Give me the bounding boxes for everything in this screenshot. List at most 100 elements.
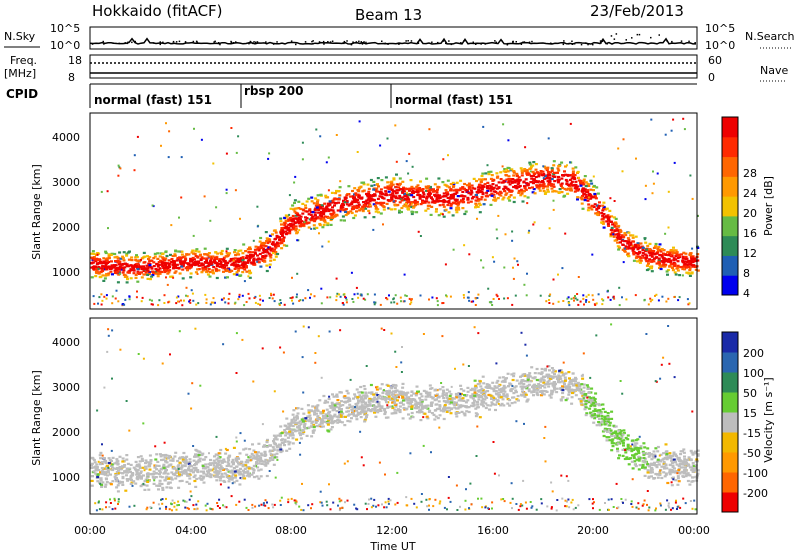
velocity-cell xyxy=(649,463,653,466)
power-cell xyxy=(577,188,580,191)
velocity-cell xyxy=(670,484,674,487)
velocity-cell xyxy=(250,473,254,476)
power-cell xyxy=(187,253,191,256)
power-cell xyxy=(525,169,529,172)
power-cell xyxy=(608,220,612,223)
velocity-cell xyxy=(610,417,614,420)
velocity-cell xyxy=(318,424,322,428)
velocity-cell xyxy=(305,434,309,437)
power-cell xyxy=(374,210,378,213)
nsearch-dot xyxy=(249,41,252,43)
power-cell xyxy=(512,170,516,173)
velocity-cell xyxy=(291,442,295,445)
power-cell xyxy=(147,265,151,268)
power-cell xyxy=(624,245,628,248)
velocity-cell xyxy=(381,398,385,401)
velocity-cell xyxy=(593,417,597,420)
power-cell xyxy=(605,220,609,223)
power-cell xyxy=(497,186,501,190)
power-cell xyxy=(100,267,104,270)
power-cell xyxy=(110,260,113,263)
power-cell xyxy=(155,262,159,266)
power-cell xyxy=(488,301,491,304)
velocity-cell xyxy=(324,399,328,402)
power-cell xyxy=(372,199,376,202)
velocity-cell xyxy=(145,461,149,464)
velocity-cell xyxy=(216,463,220,466)
power-cell xyxy=(115,272,119,275)
power-cell xyxy=(258,294,261,297)
velocity-cell xyxy=(252,471,255,474)
power-cell xyxy=(468,184,472,187)
power-cell xyxy=(305,210,309,213)
power-cell xyxy=(657,260,661,263)
power-cell xyxy=(274,246,278,249)
velocity-cell xyxy=(593,414,597,417)
power-cell xyxy=(92,256,96,259)
power-cell xyxy=(224,301,227,304)
power-cell xyxy=(447,211,451,214)
velocity-cell xyxy=(548,375,552,378)
power-cell xyxy=(112,264,116,267)
power-cell xyxy=(299,218,302,221)
power-cell xyxy=(467,186,471,189)
power-cell xyxy=(167,259,171,262)
power-cell xyxy=(146,269,150,273)
power-cell xyxy=(175,266,179,270)
power-cell xyxy=(310,200,314,203)
velocity-cell xyxy=(383,409,387,412)
velocity-cell xyxy=(284,425,288,428)
velocity-cell xyxy=(269,453,273,456)
power-cell xyxy=(205,298,208,301)
power-cell xyxy=(278,302,281,305)
velocity-cell xyxy=(428,391,432,394)
velocity-cell xyxy=(307,411,311,414)
power-cell xyxy=(187,262,191,265)
power-cell xyxy=(230,127,233,129)
velocity-cell xyxy=(311,431,315,434)
velocity-cell xyxy=(301,432,305,435)
power-cell xyxy=(141,296,144,299)
power-cell xyxy=(92,258,96,261)
velocity-cell xyxy=(600,414,604,418)
power-cell xyxy=(528,186,531,190)
velocity-cell xyxy=(578,384,582,388)
power-cell xyxy=(616,225,620,228)
nsearch-dot xyxy=(599,40,602,42)
velocity-cell xyxy=(571,372,575,375)
velocity-cell xyxy=(483,391,487,394)
power-cell xyxy=(194,255,198,258)
velocity-cell xyxy=(116,484,120,487)
power-cell xyxy=(261,244,265,247)
power-cell xyxy=(581,188,585,191)
power-cell xyxy=(335,189,338,193)
velocity-cell xyxy=(329,428,333,431)
power-cell xyxy=(581,190,585,193)
velocity-cell xyxy=(503,395,507,398)
power-cell xyxy=(213,256,217,259)
velocity-cell xyxy=(514,385,518,388)
power-cell xyxy=(567,301,570,304)
velocity-cell xyxy=(273,443,277,446)
velocity-cell xyxy=(523,373,527,376)
power-cell xyxy=(518,189,522,193)
velocity-cell xyxy=(445,410,449,413)
power-cell xyxy=(244,265,248,268)
power-cell xyxy=(105,259,109,262)
power-cell xyxy=(156,272,160,275)
power-cell xyxy=(209,263,213,266)
power-cell xyxy=(142,269,146,273)
power-cell xyxy=(631,240,635,243)
power-cell xyxy=(294,211,298,214)
velocity-cell xyxy=(252,476,256,479)
power-cell xyxy=(236,252,240,255)
velocity-cell xyxy=(222,468,226,471)
power-cell xyxy=(199,258,203,261)
velocity-cell xyxy=(310,422,314,425)
velocity-cell xyxy=(255,453,259,456)
power-cell xyxy=(602,213,606,216)
velocity-cell xyxy=(424,395,428,398)
power-cell xyxy=(168,265,171,269)
power-cell xyxy=(508,167,511,169)
power-cell xyxy=(528,161,532,164)
